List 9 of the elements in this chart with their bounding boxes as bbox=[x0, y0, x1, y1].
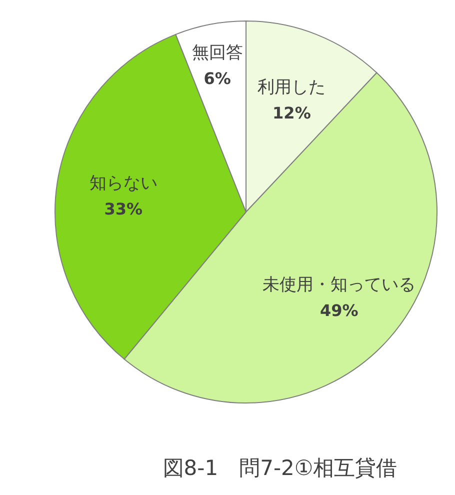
slice-label: 未使用・知っている bbox=[262, 275, 416, 296]
slice-label: 無回答 bbox=[192, 42, 243, 63]
slice-label: 知らない bbox=[89, 174, 158, 194]
slice-label: 利用した bbox=[258, 78, 326, 98]
data-label: 33% bbox=[104, 200, 143, 219]
data-label: 6% bbox=[204, 68, 231, 88]
data-label: 49% bbox=[320, 301, 358, 320]
text: 図8-1 問7-2①相互貸借 bbox=[162, 456, 398, 480]
data-label: 12% bbox=[272, 104, 311, 123]
